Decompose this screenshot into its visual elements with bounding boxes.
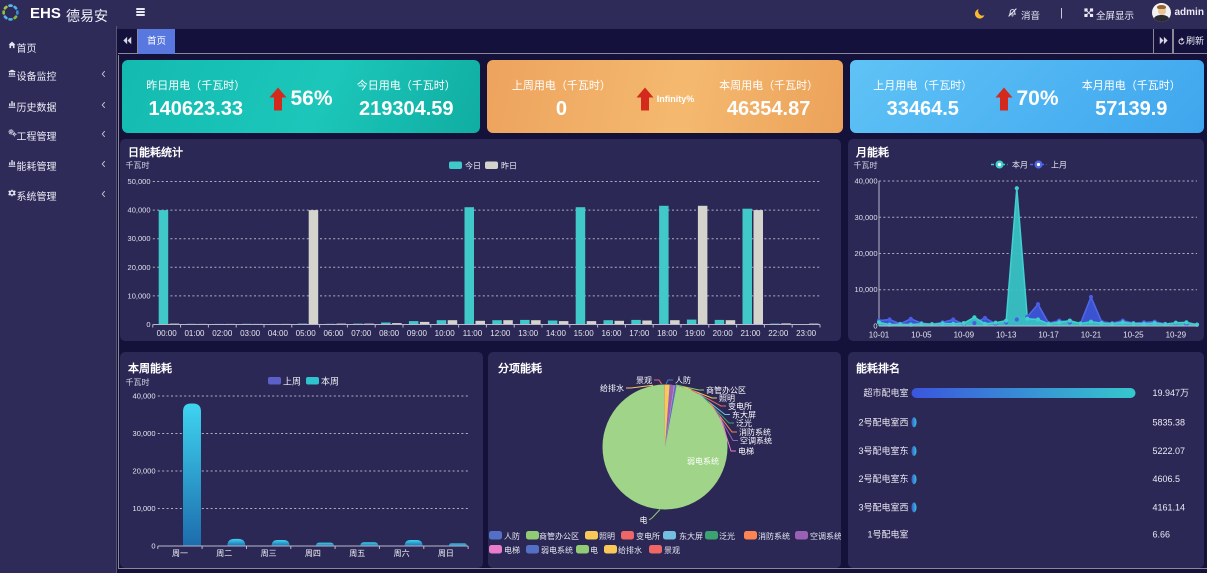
svg-text:04:00: 04:00 <box>268 329 289 338</box>
svg-text:10-29: 10-29 <box>1166 331 1187 340</box>
svg-text:40,000: 40,000 <box>855 177 878 186</box>
svg-text:2号配电室东: 2号配电室东 <box>858 473 908 484</box>
svg-text:泛光: 泛光 <box>736 418 752 428</box>
svg-text:商管办公区: 商管办公区 <box>539 531 579 541</box>
svg-text:20,000: 20,000 <box>133 467 156 476</box>
svg-text:30,000: 30,000 <box>855 213 878 222</box>
svg-text:18:00: 18:00 <box>657 329 678 338</box>
svg-text:0: 0 <box>151 542 155 551</box>
svg-text:东大屏: 东大屏 <box>679 531 703 541</box>
svg-text:50,000: 50,000 <box>128 177 151 186</box>
svg-text:周二: 周二 <box>216 549 232 558</box>
svg-text:10-01: 10-01 <box>869 331 890 340</box>
svg-text:消防系统: 消防系统 <box>739 427 771 437</box>
svg-text:12:00: 12:00 <box>490 329 511 338</box>
svg-text:今日: 今日 <box>465 161 481 171</box>
svg-text:10:00: 10:00 <box>435 329 456 338</box>
svg-text:19.947万: 19.947万 <box>1153 388 1190 398</box>
svg-text:景观: 景观 <box>636 376 652 385</box>
svg-text:电梯: 电梯 <box>738 446 754 456</box>
svg-text:东大屏: 东大屏 <box>732 410 756 420</box>
svg-text:周五: 周五 <box>349 549 365 558</box>
svg-text:15:00: 15:00 <box>574 329 595 338</box>
svg-text:17:00: 17:00 <box>629 329 650 338</box>
svg-text:上月: 上月 <box>1051 161 1067 170</box>
svg-text:弱电系统: 弱电系统 <box>687 456 719 466</box>
svg-text:3号配电室东: 3号配电室东 <box>858 445 908 456</box>
svg-text:10-17: 10-17 <box>1038 331 1059 340</box>
svg-text:20,000: 20,000 <box>855 249 878 258</box>
svg-text:02:00: 02:00 <box>212 329 233 338</box>
svg-text:本周: 本周 <box>321 376 339 387</box>
svg-text:弱电系统: 弱电系统 <box>541 545 573 555</box>
svg-text:周四: 周四 <box>305 549 321 558</box>
svg-text:周三: 周三 <box>261 549 277 558</box>
svg-text:4161.14: 4161.14 <box>1153 502 1186 512</box>
svg-text:10-05: 10-05 <box>911 331 932 340</box>
svg-text:23:00: 23:00 <box>796 329 817 338</box>
svg-text:11:00: 11:00 <box>463 329 483 338</box>
svg-text:4606.5: 4606.5 <box>1153 474 1181 484</box>
svg-text:0: 0 <box>146 320 150 329</box>
svg-text:16:00: 16:00 <box>601 329 622 338</box>
svg-text:2号配电室西: 2号配电室西 <box>858 416 908 427</box>
svg-text:1号配电室: 1号配电室 <box>867 528 908 539</box>
svg-text:10-13: 10-13 <box>996 331 1017 340</box>
svg-text:电梯: 电梯 <box>504 545 520 555</box>
svg-text:照明: 照明 <box>719 394 735 403</box>
svg-text:变电所: 变电所 <box>728 401 752 411</box>
svg-text:05:00: 05:00 <box>296 329 317 338</box>
svg-text:0: 0 <box>873 322 877 331</box>
svg-text:08:00: 08:00 <box>379 329 400 338</box>
svg-text:40,000: 40,000 <box>128 206 151 215</box>
svg-text:10,000: 10,000 <box>855 285 878 294</box>
svg-text:09:00: 09:00 <box>407 329 428 338</box>
svg-text:30,000: 30,000 <box>128 234 151 243</box>
svg-text:给排水: 给排水 <box>600 383 624 393</box>
svg-text:07:00: 07:00 <box>351 329 372 338</box>
svg-text:景观: 景观 <box>664 546 680 555</box>
svg-text:19:00: 19:00 <box>685 329 706 338</box>
svg-text:给排水: 给排水 <box>618 545 642 555</box>
svg-text:30,000: 30,000 <box>133 429 156 438</box>
svg-text:20:00: 20:00 <box>713 329 734 338</box>
svg-text:泛光: 泛光 <box>719 531 735 541</box>
svg-text:10-25: 10-25 <box>1123 331 1144 340</box>
svg-text:10-09: 10-09 <box>954 331 975 340</box>
svg-text:周一: 周一 <box>172 549 188 558</box>
svg-text:6.66: 6.66 <box>1153 529 1171 539</box>
svg-text:空调系统: 空调系统 <box>810 531 841 541</box>
svg-text:10,000: 10,000 <box>128 291 151 300</box>
svg-text:超市配电室: 超市配电室 <box>863 387 908 398</box>
svg-text:10-21: 10-21 <box>1081 331 1102 340</box>
svg-text:周六: 周六 <box>394 548 410 558</box>
svg-text:5835.38: 5835.38 <box>1153 417 1186 427</box>
svg-text:40,000: 40,000 <box>133 392 156 401</box>
svg-text:21:00: 21:00 <box>740 329 761 338</box>
svg-text:00:00: 00:00 <box>157 329 178 338</box>
svg-text:03:00: 03:00 <box>240 329 261 338</box>
svg-text:照明: 照明 <box>599 532 615 541</box>
svg-text:14:00: 14:00 <box>546 329 567 338</box>
svg-text:22:00: 22:00 <box>768 329 789 338</box>
svg-text:01:00: 01:00 <box>184 329 205 338</box>
svg-text:空调系统: 空调系统 <box>740 436 772 446</box>
svg-text:变电所: 变电所 <box>636 531 660 541</box>
svg-text:20,000: 20,000 <box>128 263 151 272</box>
svg-text:人防: 人防 <box>504 531 520 541</box>
svg-text:电: 电 <box>590 545 598 555</box>
svg-text:消防系统: 消防系统 <box>758 531 790 541</box>
svg-text:昨日: 昨日 <box>501 161 517 171</box>
svg-text:人防: 人防 <box>675 375 691 385</box>
svg-text:本月: 本月 <box>1012 160 1028 170</box>
svg-text:5222.07: 5222.07 <box>1153 446 1186 456</box>
svg-text:10,000: 10,000 <box>133 504 156 513</box>
svg-text:周日: 周日 <box>438 549 454 558</box>
svg-text:3号配电室西: 3号配电室西 <box>858 501 908 512</box>
svg-text:电: 电 <box>640 515 648 525</box>
svg-text:13:00: 13:00 <box>518 329 539 338</box>
svg-text:商管办公区: 商管办公区 <box>706 385 746 395</box>
svg-text:上周: 上周 <box>283 377 301 387</box>
svg-text:06:00: 06:00 <box>323 329 344 338</box>
